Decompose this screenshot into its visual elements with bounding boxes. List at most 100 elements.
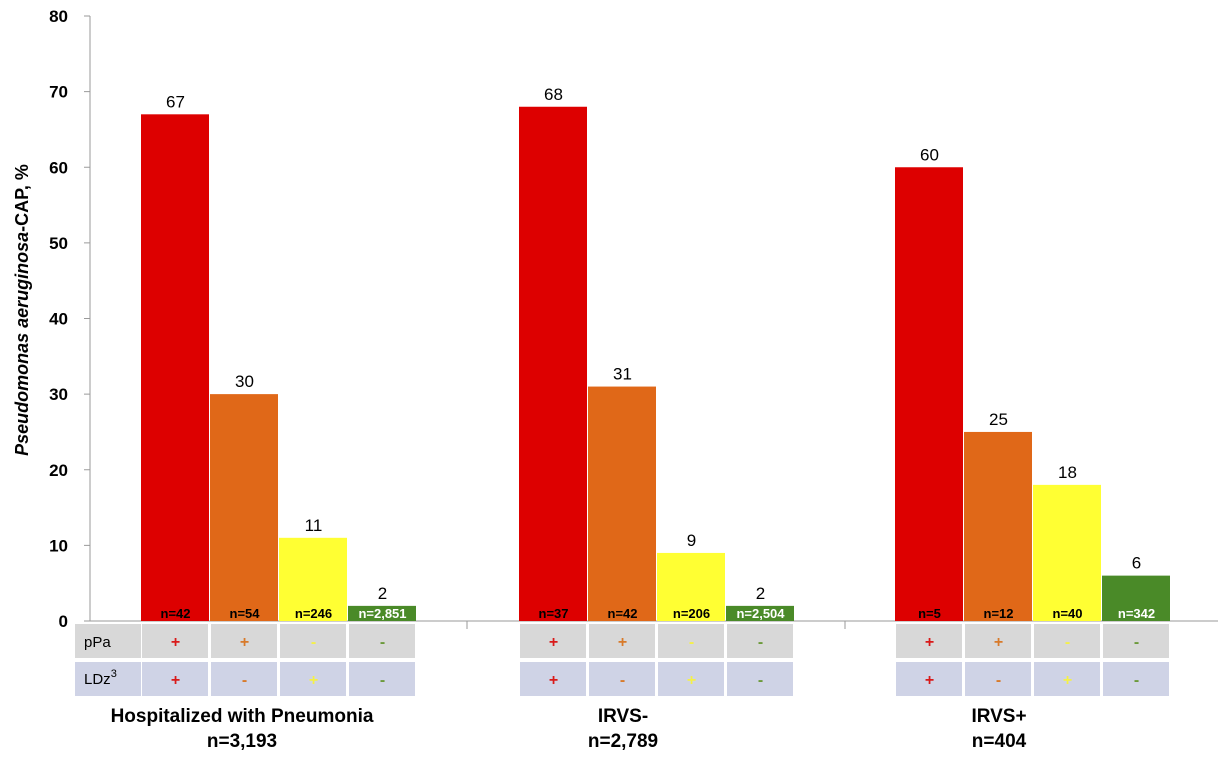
row-label-ppa: pPa [84,634,111,651]
sign-cell [658,624,724,658]
group-label: IRVS- [598,706,648,727]
sign-value: + [1063,672,1072,689]
y-tick-label: 70 [49,83,68,102]
sign-cell [589,624,655,658]
bar [1033,484,1101,621]
bar-count-label: n=206 [673,606,710,621]
bar [141,114,209,621]
sign-value: + [240,634,249,651]
bar-count-label: n=342 [1118,606,1155,621]
sign-value: - [380,672,385,689]
y-tick-label: 30 [49,385,68,404]
axes: 0 10 20 30 40 50 60 70 80 [49,7,1218,631]
sign-cell [520,624,586,658]
sign-cell [349,624,415,658]
bar-value-label: 2 [378,584,387,603]
bar-value-label: 6 [1132,554,1141,573]
sign-cell [1103,662,1169,696]
sign-cell [280,624,346,658]
sign-cell [211,624,277,658]
sign-cell [658,662,724,696]
bar-count-label: n=54 [230,606,261,621]
sign-value: - [311,634,316,651]
sign-cell [727,624,793,658]
y-tick-label: 20 [49,461,68,480]
sign-cell [965,662,1031,696]
sign-cell [1034,624,1100,658]
sign-cell [727,662,793,696]
bar-count-label: n=5 [918,606,941,621]
sign-value: - [758,672,763,689]
bars: 67 n=42 30 n=54 11 n=246 2 n=2,851 68 n=37 31 n=42 9… [141,85,1170,621]
y-tick-label: 0 [59,612,68,631]
bar-count-label: n=42 [608,606,638,621]
sign-value: + [309,672,318,689]
sign-value: - [1065,634,1070,651]
bar-value-label: 60 [920,145,939,164]
y-tick-label: 50 [49,234,68,253]
bar [964,431,1032,621]
bar [348,605,416,621]
y-tick-label: 10 [49,536,68,555]
y-axis-label-rest: -CAP, % [12,164,32,232]
bar [210,394,278,621]
sign-value: + [171,672,180,689]
bar [726,605,794,621]
sign-value: - [380,634,385,651]
row-header-cell [75,624,141,658]
bar-value-label: 9 [687,531,696,550]
sign-value: - [689,634,694,651]
bar-value-label: 31 [613,365,632,384]
bar-count-label: n=37 [539,606,569,621]
sign-value: + [549,672,558,689]
sign-cell [896,624,962,658]
bar-value-label: 18 [1058,463,1077,482]
bar-value-label: 25 [989,410,1008,429]
sign-cell [1103,624,1169,658]
group-n-label: n=3,193 [207,731,277,752]
bar-count-label: n=2,504 [736,606,785,621]
y-tick-label: 80 [49,7,68,26]
sign-cell [965,624,1031,658]
sign-value: + [687,672,696,689]
sign-value: - [242,672,247,689]
bar-value-label: 68 [544,85,563,104]
y-tick-label: 40 [49,310,68,329]
bar-count-label: n=2,851 [358,606,406,621]
sign-value: - [1134,672,1139,689]
y-tick-label: 60 [49,158,68,177]
bar [657,552,725,621]
sign-value: + [925,634,934,651]
sign-cell [280,662,346,696]
bar-count-label: n=40 [1053,606,1083,621]
sign-cell [520,662,586,696]
bar [1102,575,1170,621]
sign-cell [896,662,962,696]
group-label: Hospitalized with Pneumonia [111,706,374,727]
sign-value: + [171,634,180,651]
sign-cell [589,662,655,696]
y-axis-label-italic: Pseudomonas aeruginosa [12,232,32,456]
bar-value-label: 2 [756,584,765,603]
sign-cell [1034,662,1100,696]
group-n-label: n=404 [972,731,1027,752]
bar [519,106,587,621]
sign-value: + [994,634,1003,651]
sign-value: - [1134,634,1139,651]
row-header-cell [75,662,141,696]
bar-value-label: 30 [235,372,254,391]
sign-value: + [925,672,934,689]
bar-count-label: n=12 [984,606,1014,621]
y-axis-label: Pseudomonas aeruginosa-CAP, % [12,164,32,456]
bar-count-label: n=42 [161,606,191,621]
bar [895,167,963,621]
sign-cell [349,662,415,696]
group-n-label: n=2,789 [588,731,658,752]
bar-count-label: n=246 [295,606,332,621]
sign-table: + + - - + + - - + + - - + - + - + - + - + - + - pPa LDz3 [75,624,1169,696]
sign-cell [142,624,208,658]
sign-value: - [620,672,625,689]
group-label: IRVS+ [971,706,1026,727]
bar-value-label: 11 [305,516,323,535]
